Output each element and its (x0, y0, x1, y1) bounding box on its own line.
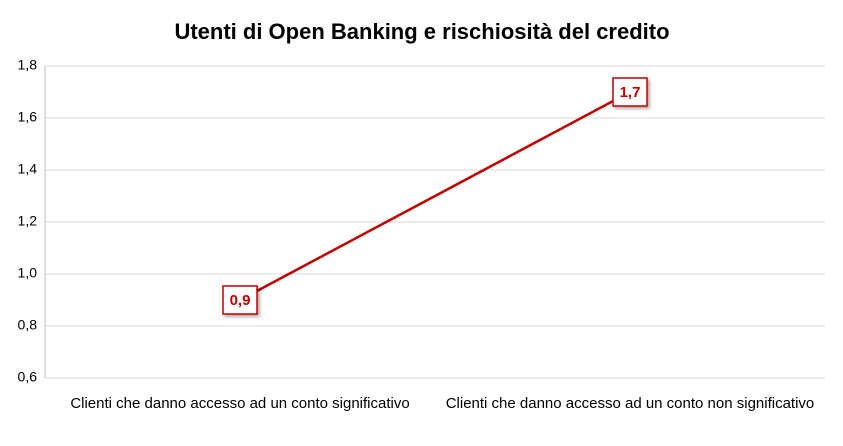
data-label-box (222, 285, 258, 315)
line-series (239, 90, 631, 302)
y-tick-label: 1,6 (18, 109, 38, 125)
chart-title: Utenti di Open Banking e rischiosità del… (174, 19, 669, 44)
y-tick-label: 1,4 (18, 161, 38, 177)
data-label-text: 0,9 (230, 292, 251, 309)
y-tick-label: 1,2 (18, 213, 38, 229)
data-label-text: 1,7 (620, 84, 641, 101)
y-tick-label: 1,8 (18, 57, 38, 73)
data-label: 0,9 (222, 285, 258, 315)
y-tick-label: 1,0 (18, 265, 38, 281)
y-tick-label: 0,8 (18, 317, 38, 333)
x-tick-label: Clienti che danno accesso ad un conto si… (70, 395, 410, 412)
x-tick-label: Clienti che danno accesso ad un conto no… (445, 395, 815, 412)
data-label-box (612, 77, 648, 107)
y-tick-label: 0,6 (18, 369, 38, 385)
data-label: 1,7 (612, 77, 648, 107)
